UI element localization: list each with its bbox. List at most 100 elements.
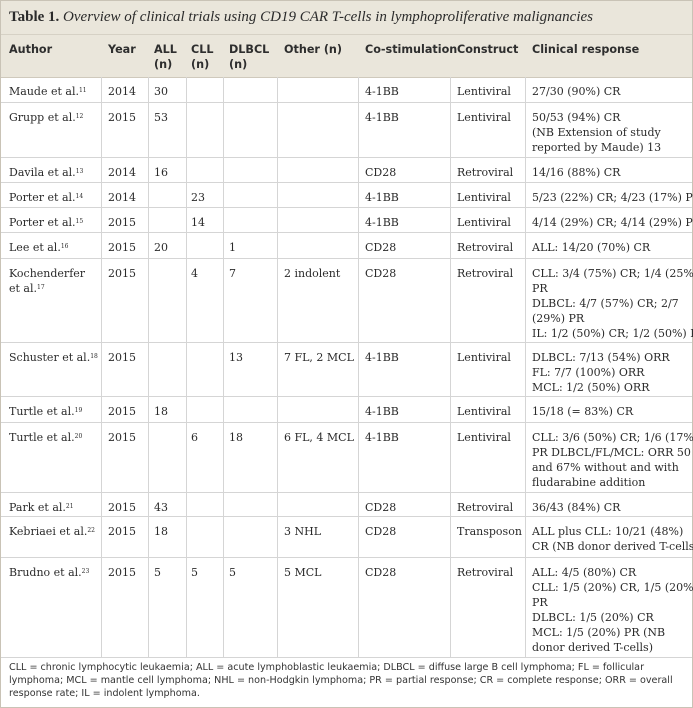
reference-number: 20 <box>74 433 83 440</box>
cell-response-line: 15/18 (= 83%) CR <box>532 405 634 418</box>
cell-response-line: 50/53 (94%) CR <box>532 111 621 124</box>
header-dlbcl-line: (n) <box>229 58 248 71</box>
cell-construct: Transposon <box>457 525 522 538</box>
cell-construct: Lentiviral <box>457 351 511 364</box>
column-divider <box>223 77 224 658</box>
cell-response-line: CLL: 3/6 (50%) CR; 1/6 (17%) <box>532 431 693 444</box>
column-divider <box>277 77 278 658</box>
table-row: Kebriaei et al.22 2015 18 3 NHL CD28 Transpos… <box>1 517 693 558</box>
cell-costim: CD28 <box>365 166 397 179</box>
header-year-line: Year <box>108 43 136 56</box>
cell-construct: Retroviral <box>457 566 514 579</box>
cell-response-line: FL: 7/7 (100%) ORR <box>532 366 645 379</box>
cell-other: 3 NHL <box>284 525 322 538</box>
cell-year: 2014 <box>108 85 136 98</box>
cell-response: 50/53 (94%) CR (NB Extension of study repo… <box>532 110 661 155</box>
reference-number: 17 <box>37 284 45 291</box>
cell-costim: 4-1BB <box>365 85 399 98</box>
table-row: Porter et al.14 2014 23 4-1BB Lentiviral 5/23… <box>1 183 693 208</box>
reference-number: 22 <box>87 527 95 534</box>
cell-costim: CD28 <box>365 501 397 514</box>
cell-response: CLL: 3/4 (75%) CR; 1/4 (25%) PR DLBCL: 4/7… <box>532 266 693 341</box>
header-other-line: Other (n) <box>284 43 343 56</box>
cell-costim: 4-1BB <box>365 191 399 204</box>
cell-all: 53 <box>154 111 168 124</box>
cell-response-line: ALL: 14/20 (70%) CR <box>532 241 651 254</box>
cell-author: Porter et al.14 <box>9 190 83 205</box>
cell-response-line: 36/43 (84%) CR <box>532 501 621 514</box>
cell-author: Kebriaei et al.22 <box>9 524 95 539</box>
table-row: Brudno et al.23 2015 5 5 5 5 MCL CD28 Retrovira… <box>1 558 693 658</box>
cell-author: Lee et al.16 <box>9 240 68 255</box>
cell-response: CLL: 3/6 (50%) CR; 1/6 (17%) PR DLBCL/FL/… <box>532 430 693 490</box>
reference-number: 16 <box>60 243 69 250</box>
cell-response-line: DLBCL: 1/5 (20%) CR <box>532 611 654 624</box>
cell-author: Brudno et al.23 <box>9 565 89 580</box>
cell-response-line: DLBCL: 7/13 (54%) ORR <box>532 351 670 364</box>
cell-construct: Retroviral <box>457 501 514 514</box>
cell-author-line: Park et al.21 <box>9 501 74 514</box>
table-row: Porter et al.15 2015 14 4-1BB Lentiviral 4/14… <box>1 208 693 233</box>
cell-author: Turtle et al.19 <box>9 404 82 419</box>
cell-dlbcl: 18 <box>229 431 243 444</box>
cell-year: 2015 <box>108 431 136 444</box>
cell-construct: Lentiviral <box>457 431 511 444</box>
header-dlbcl-line: DLBCL <box>229 43 270 56</box>
header-cll-line: CLL <box>191 43 214 56</box>
cell-costim: CD28 <box>365 241 397 254</box>
cell-costim: CD28 <box>365 525 397 538</box>
cell-construct: Retroviral <box>457 267 514 280</box>
cell-response-line: CR (NB donor derived T-cells) <box>532 540 693 553</box>
cell-response: 5/23 (22%) CR; 4/23 (17%) PR <box>532 190 693 205</box>
cell-response-line: MCL: 1/2 (50%) ORR <box>532 381 650 394</box>
table-row: Turtle et al.20 2015 6 18 6 FL, 4 MCL 4-1BB Le… <box>1 423 693 493</box>
header-author-line: Author <box>9 43 53 56</box>
cell-author-line: Brudno et al.23 <box>9 566 90 579</box>
cell-year: 2015 <box>108 241 136 254</box>
cell-year: 2015 <box>108 525 136 538</box>
cell-response-line: 14/16 (88%) CR <box>532 166 621 179</box>
cell-response-line: 27/30 (90%) CR <box>532 85 621 98</box>
cell-all: 16 <box>154 166 168 179</box>
cell-costim: 4-1BB <box>365 431 399 444</box>
cell-response-line: and 67% without and with <box>532 461 679 474</box>
cell-author-line: et al.17 <box>9 282 45 295</box>
cell-author: Turtle et al.20 <box>9 430 82 445</box>
column-divider <box>186 77 187 658</box>
column-divider <box>101 77 102 658</box>
header-cll-line: (n) <box>191 58 210 71</box>
cell-response-line: DLBCL: 4/7 (57%) CR; 2/7 <box>532 297 679 310</box>
cell-author-line: Kebriaei et al.22 <box>9 525 95 538</box>
table-row: Kochenderfer et al.17 2015 4 7 2 indolent CD28… <box>1 259 693 343</box>
reference-number: 13 <box>75 168 84 175</box>
cell-author-line: Grupp et al.12 <box>9 111 84 124</box>
cell-construct: Lentiviral <box>457 111 511 124</box>
table-footnote: CLL = chronic lymphocytic leukaemia; ALL… <box>9 662 673 699</box>
cell-response-line: PR <box>532 596 548 609</box>
cell-construct: Retroviral <box>457 166 514 179</box>
table-row: Turtle et al.19 2015 18 4-1BB Lentiviral 15/1… <box>1 397 692 423</box>
cell-costim: 4-1BB <box>365 111 399 124</box>
table-label: Table 1. <box>9 9 60 25</box>
cell-response: DLBCL: 7/13 (54%) ORR FL: 7/7 (100%) ORR M… <box>532 350 670 395</box>
cell-author-line: Turtle et al.20 <box>9 431 83 444</box>
cell-author-line: Lee et al.16 <box>9 241 69 254</box>
cell-construct: Lentiviral <box>457 405 511 418</box>
cell-cll: 4 <box>191 267 198 280</box>
cell-response: ALL: 4/5 (80%) CR CLL: 1/5 (20%) CR, 1/5 … <box>532 565 693 655</box>
cell-all: 18 <box>154 525 168 538</box>
cell-costim: CD28 <box>365 566 397 579</box>
header-dlbcl: DLBCL (n) <box>229 42 269 72</box>
cell-all: 20 <box>154 241 168 254</box>
cell-response: 4/14 (29%) CR; 4/14 (29%) PR <box>532 215 693 230</box>
cell-author: Kochenderfer et al.17 <box>9 266 85 296</box>
cell-response: ALL plus CLL: 10/21 (48%) CR (NB donor de… <box>532 524 693 554</box>
header-author: Author <box>9 42 52 57</box>
cell-dlbcl: 7 <box>229 267 236 280</box>
cell-author-line: Kochenderfer <box>9 267 86 280</box>
cell-year: 2014 <box>108 166 136 179</box>
cell-response-line: PR <box>532 282 548 295</box>
cell-cll: 6 <box>191 431 198 444</box>
table-row: Park et al.21 2015 43 CD28 Retroviral 36/43 (… <box>1 493 692 517</box>
